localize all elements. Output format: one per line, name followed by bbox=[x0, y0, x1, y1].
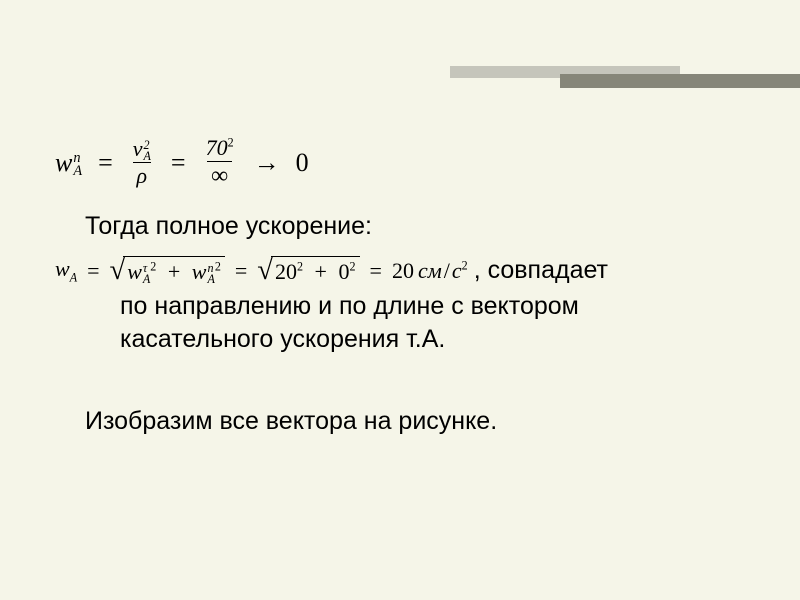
infinity: ∞ bbox=[207, 161, 232, 190]
var-w: w bbox=[55, 148, 72, 177]
var-w: w bbox=[192, 259, 207, 284]
slide-content: wnA = v2A ρ = 702 ∞ → 0 Тогда полное уск… bbox=[55, 135, 745, 439]
equals: = bbox=[81, 258, 105, 284]
sup-2: 2 bbox=[150, 260, 156, 274]
plus: + bbox=[162, 259, 186, 284]
formula-total-acceleration: wA = √ wτA2 + wnA2 = √ 202 + 02 = bbox=[55, 255, 468, 287]
num-0: 0 bbox=[338, 259, 349, 284]
num-70: 70 bbox=[206, 135, 228, 160]
text-tangential-accel: касательного ускорения т.А. bbox=[120, 323, 745, 357]
result-0: 0 bbox=[296, 148, 309, 178]
sup-2: 2 bbox=[215, 260, 221, 274]
sup-2: 2 bbox=[297, 260, 303, 274]
text-direction-length: по направлению и по длине с вектором bbox=[120, 290, 745, 324]
unit-s: с bbox=[452, 258, 462, 283]
deco-bar-dark bbox=[560, 74, 800, 88]
sup-2: 2 bbox=[228, 136, 234, 150]
slash: / bbox=[442, 258, 452, 283]
fraction-v2-rho: v2A ρ bbox=[129, 136, 155, 189]
sub-a: A bbox=[144, 151, 151, 162]
equals: = bbox=[229, 258, 253, 284]
text-draw-vectors: Изобразим все вектора на рисунке. bbox=[85, 405, 745, 439]
result-20: 20 bbox=[392, 258, 414, 284]
var-v: v bbox=[133, 136, 143, 161]
sup-2: 2 bbox=[462, 258, 468, 272]
sub-a: A bbox=[70, 270, 77, 284]
arrow-right: → bbox=[248, 148, 286, 178]
formula2-lhs: wA bbox=[55, 256, 77, 285]
sup-2: 2 bbox=[349, 260, 355, 274]
plus: + bbox=[309, 259, 333, 284]
equals: = bbox=[165, 148, 192, 178]
sub-a: A bbox=[73, 165, 82, 178]
formula-total-accel-line: wA = √ wτA2 + wnA2 = √ 202 + 02 = bbox=[55, 254, 745, 288]
equals: = bbox=[364, 258, 388, 284]
sqrt-numeric: √ 202 + 02 bbox=[257, 255, 359, 287]
sub-a: A bbox=[143, 274, 150, 285]
var-w: w bbox=[55, 256, 70, 281]
unit-cm-s2: см/с2 bbox=[418, 258, 468, 284]
text-total-acceleration: Тогда полное ускорение: bbox=[85, 210, 745, 244]
unit-cm: см bbox=[418, 258, 442, 283]
sqrt-symbolic: √ wτA2 + wnA2 bbox=[110, 255, 225, 287]
fraction-70-inf: 702 ∞ bbox=[202, 135, 238, 190]
text-coincides: , совпадает bbox=[474, 254, 608, 288]
formula-normal-acceleration: wnA = v2A ρ = 702 ∞ → 0 bbox=[55, 135, 745, 190]
var-rho: ρ bbox=[133, 162, 152, 189]
equals: = bbox=[92, 148, 119, 178]
formula1-lhs: wnA bbox=[55, 148, 82, 178]
sub-a: A bbox=[207, 274, 214, 285]
slide-decoration bbox=[450, 66, 800, 88]
var-w: w bbox=[127, 259, 142, 284]
num-20: 20 bbox=[275, 259, 297, 284]
